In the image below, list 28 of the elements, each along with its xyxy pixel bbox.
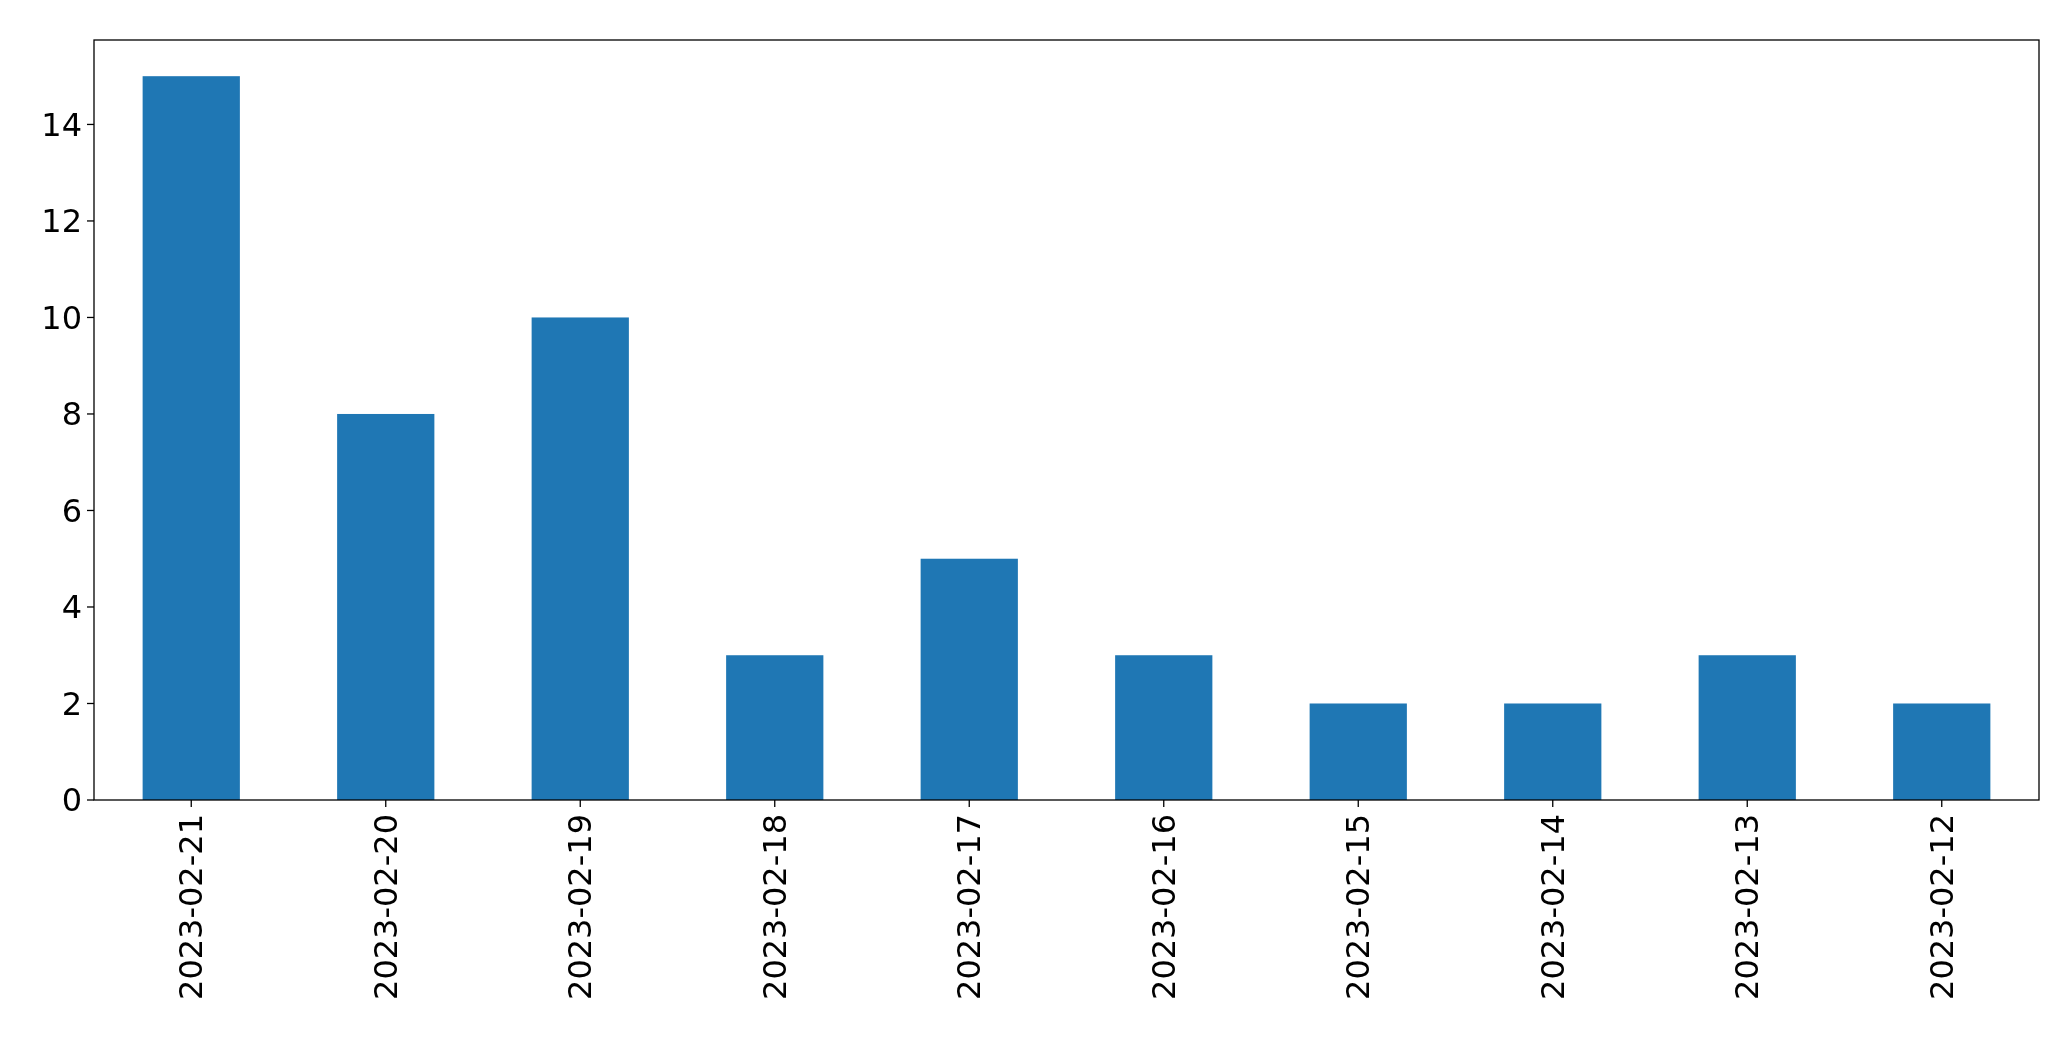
x-tick-label: 2023-02-21 bbox=[172, 814, 211, 1000]
y-tick-label: 6 bbox=[61, 491, 82, 530]
y-tick-label: 12 bbox=[41, 202, 82, 241]
x-tick-label: 2023-02-15 bbox=[1339, 814, 1378, 1000]
x-tick-label: 2023-02-12 bbox=[1922, 814, 1961, 1000]
x-tick-label: 2023-02-14 bbox=[1533, 814, 1572, 1000]
x-tick-label: 2023-02-16 bbox=[1144, 814, 1183, 1000]
x-tick-label: 2023-02-20 bbox=[366, 814, 405, 1000]
bar bbox=[726, 655, 824, 800]
y-tick-label: 14 bbox=[41, 105, 82, 144]
y-tick-label: 2 bbox=[61, 684, 82, 723]
bar bbox=[531, 317, 629, 800]
bar bbox=[920, 558, 1018, 800]
y-tick-label: 10 bbox=[41, 298, 82, 337]
bar bbox=[1698, 655, 1796, 800]
x-tick-label: 2023-02-17 bbox=[950, 814, 989, 1000]
bar bbox=[1115, 655, 1213, 800]
bar bbox=[142, 76, 240, 800]
y-tick-label: 0 bbox=[61, 781, 82, 820]
bar bbox=[1309, 703, 1407, 800]
x-tick-label: 2023-02-18 bbox=[755, 814, 794, 1000]
bar bbox=[1504, 703, 1602, 800]
y-tick-label: 8 bbox=[61, 395, 82, 434]
bar bbox=[337, 413, 435, 800]
x-tick-label: 2023-02-19 bbox=[561, 814, 600, 1000]
x-tick-label: 2023-02-13 bbox=[1728, 814, 1767, 1000]
y-tick-label: 4 bbox=[61, 588, 82, 627]
bar bbox=[1893, 703, 1991, 800]
